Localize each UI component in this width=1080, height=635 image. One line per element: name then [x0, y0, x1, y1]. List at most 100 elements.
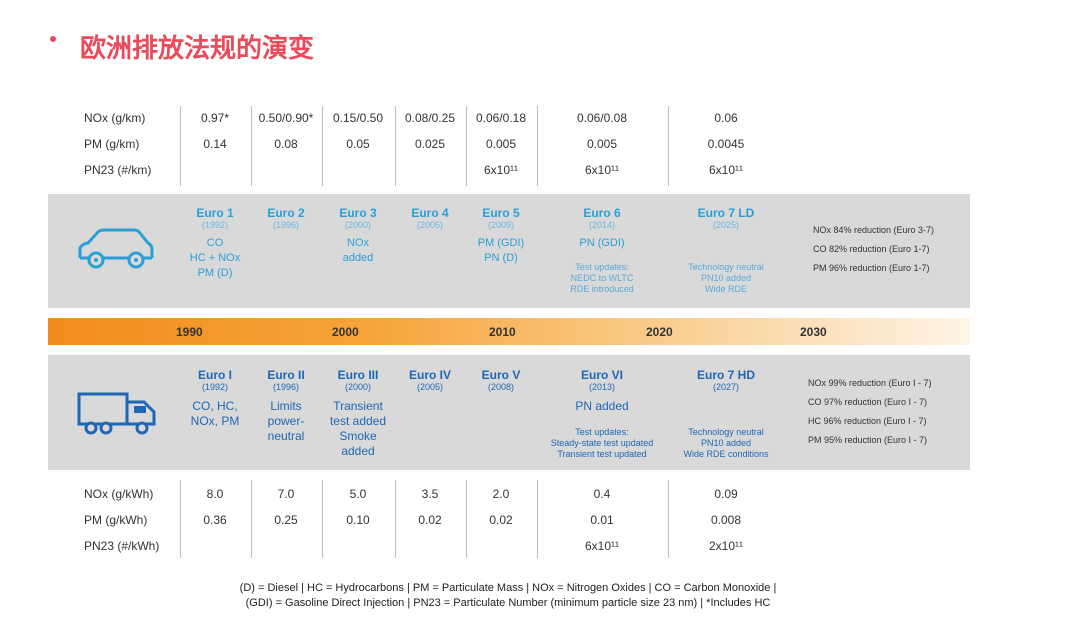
- ld-nox-value: 0.97*: [200, 111, 230, 125]
- hd-pm-value: 0.10: [346, 513, 370, 527]
- ld-stage-text: added: [342, 252, 374, 264]
- ld-stage-year: (2005): [416, 220, 443, 230]
- column-separator: [466, 480, 467, 558]
- hd-nox-label: NOx (g/kWh): [84, 487, 154, 501]
- hd-pm-value: 0.008: [710, 513, 742, 527]
- column-separator: [395, 106, 396, 186]
- ld-pm-value: 0.05: [346, 137, 370, 151]
- column-separator: [395, 480, 396, 558]
- hd-stage-3: Euro IV (2005): [395, 368, 465, 399]
- column-separator: [322, 480, 323, 558]
- column-separator: [668, 106, 669, 186]
- hd-nox-value: 8.0: [206, 487, 224, 501]
- hd-pm-label: PM (g/kWh): [84, 513, 148, 527]
- hd-stage-text: power-: [267, 414, 305, 428]
- ld-nox-value: 0.06/0.18: [475, 111, 527, 125]
- hd-stage-year: (2013): [588, 382, 615, 392]
- timeline-year: 2020: [646, 325, 673, 339]
- hd-stage-note: Technology neutral PN10 added Wide RDE con…: [683, 427, 769, 459]
- ld-stage-year: (2009): [487, 220, 514, 230]
- hd-stage-year: (1992): [201, 382, 228, 392]
- hd-stage-text: NOx, PM: [190, 414, 240, 428]
- ld-stage-name: Euro 3: [339, 206, 377, 220]
- truck-icon: [76, 390, 158, 441]
- timeline-year: 2030: [800, 325, 827, 339]
- hd-stage-name: Euro V: [481, 368, 521, 382]
- ld-reduction-item: NOx 84% reduction (Euro 3-7): [813, 225, 935, 235]
- ld-pm-label: PM (g/km): [84, 137, 140, 151]
- hd-nox-value: 5.0: [349, 487, 367, 501]
- hd-stage-name: Euro VI: [580, 368, 623, 382]
- ld-nox-value: 0.06: [714, 111, 738, 125]
- hd-stage-1: Euro II (1996) Limits power-neutral: [251, 368, 321, 444]
- ld-stage-name: Euro 2: [267, 206, 305, 220]
- column-separator: [180, 106, 181, 186]
- hd-nox-value: 0.4: [593, 487, 611, 501]
- legend-line-2: (GDI) = Gasoline Direct Injection | PN23…: [245, 597, 771, 609]
- hd-pm-value: 0.25: [274, 513, 298, 527]
- hd-nox-value: 0.09: [714, 487, 738, 501]
- column-separator: [180, 480, 181, 558]
- hd-stage-4: Euro V (2008): [466, 368, 536, 399]
- ld-pm-value: 0.08: [274, 137, 298, 151]
- ld-pm-value: 0.005: [485, 137, 517, 151]
- ld-stage-text: PM (GDI): [477, 237, 525, 249]
- column-separator: [466, 106, 467, 186]
- hd-pn-value: 2x10¹¹: [708, 539, 743, 553]
- legend-line-1: (D) = Diesel | HC = Hydrocarbons | PM = …: [239, 582, 777, 594]
- ld-stage-name: Euro 5: [482, 206, 520, 220]
- timeline-year: 2000: [332, 325, 359, 339]
- column-separator: [537, 480, 538, 558]
- hd-pm-value: 0.36: [203, 513, 227, 527]
- ld-pn-value: 6x10¹¹: [584, 163, 619, 177]
- title-bullet: [50, 36, 56, 42]
- hd-pm-value: 0.01: [590, 513, 614, 527]
- ld-nox-value: 0.08/0.25: [404, 111, 456, 125]
- hd-nox-value: 7.0: [277, 487, 295, 501]
- hd-pm-value: 0.02: [418, 513, 442, 527]
- ld-stage-text: HC + NOx: [189, 252, 241, 264]
- heavy-duty-band: [48, 355, 970, 470]
- column-separator: [668, 480, 669, 558]
- hd-stage-text: neutral: [267, 429, 305, 443]
- column-separator: [251, 480, 252, 558]
- ld-stage-text: CO: [206, 237, 224, 249]
- hd-reduction-item: NOx 99% reduction (Euro I - 7): [808, 378, 932, 388]
- hd-pm-value: 0.02: [489, 513, 513, 527]
- ld-stage-6: Euro 7 LD (2025) Technology neutral PN10 ad…: [668, 206, 784, 294]
- hd-reduction-item: HC 96% reduction (Euro I - 7): [808, 416, 927, 426]
- ld-stage-2: Euro 3 (2000) NOx added: [322, 206, 394, 266]
- hd-stage-name: Euro II: [267, 368, 305, 382]
- hd-pn-label: PN23 (#/kWh): [84, 539, 160, 553]
- hd-stage-text: added: [341, 444, 375, 458]
- ld-pm-value: 0.14: [203, 137, 227, 151]
- hd-stage-text: Smoke: [339, 429, 377, 443]
- column-separator: [322, 106, 323, 186]
- column-separator: [537, 106, 538, 186]
- hd-stage-text: Transient: [333, 399, 383, 413]
- ld-stage-text: NOx: [347, 237, 369, 249]
- ld-pn-value: 6x10¹¹: [483, 163, 518, 177]
- hd-stage-year: (2005): [416, 382, 443, 392]
- hd-pn-value: 6x10¹¹: [584, 539, 619, 553]
- hd-stage-year: (2027): [712, 382, 739, 392]
- ld-stage-name: Euro 1: [196, 206, 234, 220]
- ld-nox-label: NOx (g/km): [84, 111, 146, 125]
- ld-stage-note: Technology neutral PN10 added Wide RDE: [688, 262, 764, 294]
- ld-pm-value: 0.005: [586, 137, 618, 151]
- timeline-bar: [48, 318, 970, 345]
- ld-stage-text: PM (D): [197, 267, 233, 279]
- ld-reduction-item: PM 96% reduction (Euro 1-7): [813, 263, 930, 273]
- ld-stage-4: Euro 5 (2009) PM (GDI) PN (D): [466, 206, 536, 266]
- ld-stage-0: Euro 1 (1992) CO HC + NOx PM (D): [180, 206, 250, 281]
- hd-stage-name: Euro I: [197, 368, 232, 382]
- ld-stage-year: (1996): [272, 220, 299, 230]
- ld-reduction-item: CO 82% reduction (Euro 1-7): [813, 244, 930, 254]
- ld-nox-value: 0.15/0.50: [332, 111, 384, 125]
- ld-pn-label: PN23 (#/km): [84, 163, 152, 177]
- ld-stage-year: (2025): [712, 220, 739, 230]
- hd-stage-note: Test updates: Steady-state test updated Tr…: [550, 427, 654, 459]
- hd-stage-name: Euro 7 HD: [696, 368, 755, 382]
- timeline-year: 2010: [489, 325, 516, 339]
- hd-nox-value: 3.5: [421, 487, 439, 501]
